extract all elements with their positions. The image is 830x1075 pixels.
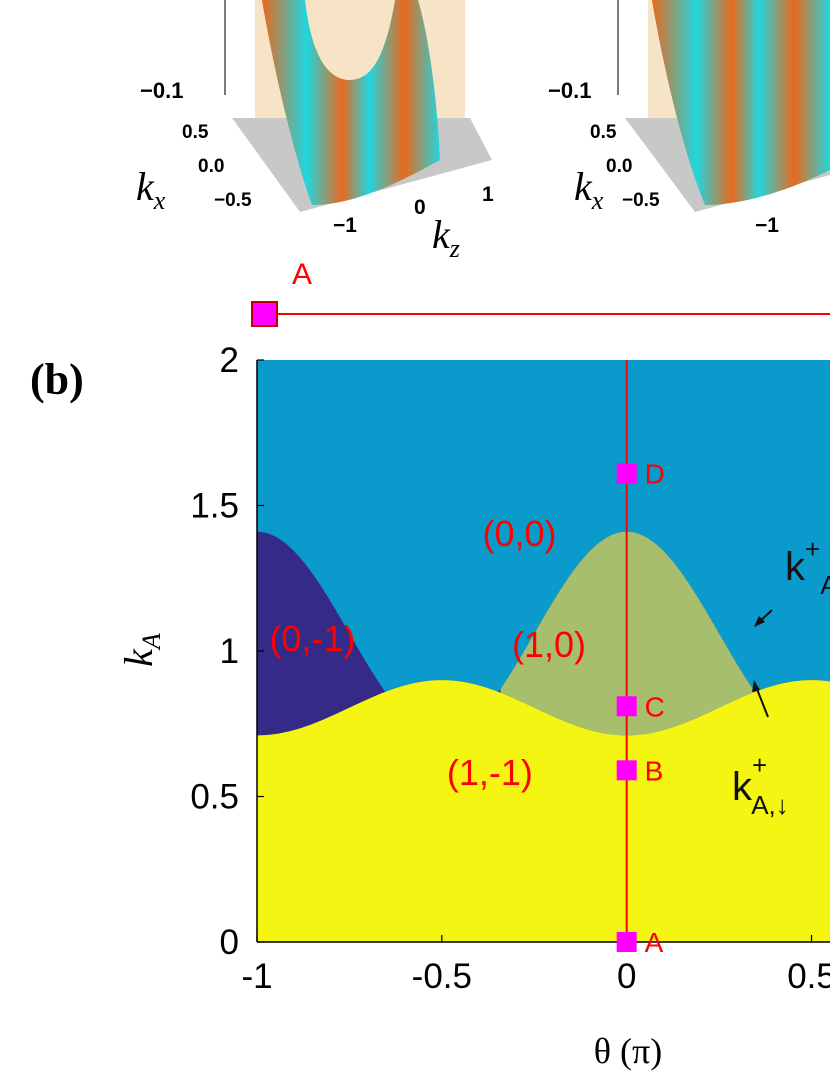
upper-boundary-annotation: k+A bbox=[754, 534, 830, 627]
kx-axis-label-right: kx bbox=[574, 164, 604, 215]
region-label-1: (0,-1) bbox=[269, 618, 355, 659]
lower-boundary-arrowhead bbox=[752, 680, 760, 692]
y-axis-label: kA bbox=[116, 633, 166, 667]
lower-boundary-annotation: k+ A,↓ bbox=[732, 680, 789, 820]
upper-boundary-label: k+A bbox=[785, 534, 830, 600]
top-path-marker bbox=[251, 301, 278, 327]
region-label-0: (0,0) bbox=[482, 513, 556, 554]
phase-diagram-plot bbox=[257, 360, 830, 942]
path-point-label-b: B bbox=[645, 755, 664, 786]
surface-left bbox=[262, 0, 440, 205]
path-point-a bbox=[616, 932, 637, 952]
path-point-d bbox=[616, 463, 637, 484]
region-label-3: (1,-1) bbox=[447, 752, 533, 793]
x-tick-label: 0 bbox=[617, 957, 636, 996]
kz-tick-right-1: −1 bbox=[755, 214, 779, 237]
kx-tick-right-1: 0.5 bbox=[590, 122, 617, 143]
z-tick-left: −0.1 bbox=[140, 78, 183, 103]
kz-tick-left-2: 0 bbox=[414, 196, 426, 219]
y-tick-label: 1 bbox=[220, 632, 239, 671]
plot-overlay: A B C D (0,0) (0,-1) (1,0) (1,-1) bbox=[269, 360, 665, 958]
top-path-marker-label: A bbox=[292, 258, 312, 291]
upper-boundary-arrowhead bbox=[754, 616, 765, 627]
kx-tick-left-3: −0.5 bbox=[214, 190, 252, 211]
region-fill-1-m1 bbox=[257, 680, 830, 942]
panel-label: (b) bbox=[30, 355, 84, 404]
top-path: A bbox=[251, 258, 830, 327]
surface-right bbox=[652, 0, 830, 205]
x-tick-label: -1 bbox=[241, 957, 272, 996]
y-tick-label: 0.5 bbox=[190, 778, 239, 817]
kx-tick-left-2: 0.0 bbox=[198, 156, 224, 177]
path-point-label-a: A bbox=[645, 927, 664, 958]
lower-boundary-label: k+ A,↓ bbox=[732, 750, 789, 820]
region-label-2: (1,0) bbox=[512, 624, 586, 665]
z-tick-right: −0.1 bbox=[548, 78, 591, 103]
top-right-3d-panel: −0.1 0.5 0.0 −0.5 kx −1 bbox=[548, 0, 830, 237]
kz-tick-left-3: 1 bbox=[482, 183, 494, 206]
kx-tick-right-3: −0.5 bbox=[622, 190, 660, 211]
path-point-b bbox=[616, 760, 637, 781]
y-tick-label: 0 bbox=[220, 923, 239, 962]
x-axis-label: θ (π) bbox=[594, 1031, 662, 1071]
kz-tick-left-1: −1 bbox=[333, 214, 357, 237]
path-point-label-d: D bbox=[645, 458, 665, 489]
x-tick-label: -0.5 bbox=[412, 957, 472, 996]
y-tick-label: 2 bbox=[220, 341, 239, 380]
kx-tick-left-1: 0.5 bbox=[182, 122, 209, 143]
path-point-c bbox=[616, 696, 637, 717]
kz-axis-label-left: kz bbox=[432, 212, 460, 263]
axes: -1 -0.5 0 0.5 0 0.5 1 1.5 2 bbox=[190, 341, 830, 996]
path-point-label-c: C bbox=[645, 691, 665, 722]
kx-tick-right-2: 0.0 bbox=[606, 156, 632, 177]
x-tick-label: 0.5 bbox=[787, 957, 830, 996]
kx-axis-label-left: kx bbox=[136, 164, 166, 215]
top-left-3d-panel: −0.1 0.5 0.0 −0.5 kx −1 0 1 kz bbox=[136, 0, 494, 263]
y-tick-label: 1.5 bbox=[190, 487, 239, 526]
